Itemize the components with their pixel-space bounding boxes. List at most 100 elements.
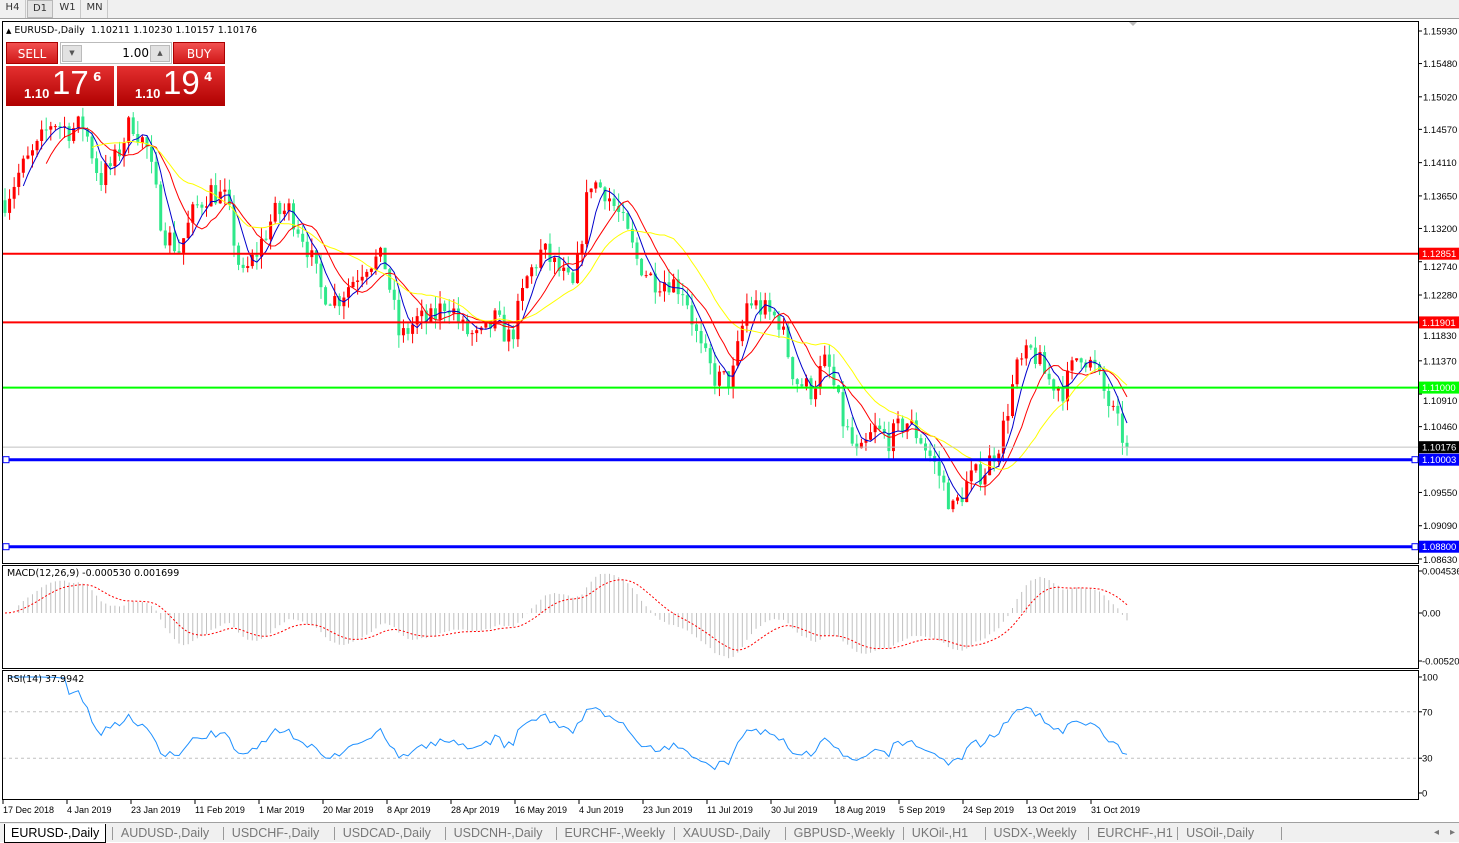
candle-body [3, 200, 7, 213]
candle-body [965, 481, 969, 503]
ma-slow-line [91, 140, 1128, 470]
scroll-right-icon[interactable]: ▸ [1450, 827, 1456, 838]
candle-body [250, 254, 254, 267]
candle [58, 122, 62, 139]
collapse-triangle-icon[interactable]: ▲ [6, 27, 12, 35]
level-handle [2, 543, 10, 551]
lot-size-input[interactable]: 1.00 [122, 46, 149, 60]
candle-body [1001, 420, 1005, 454]
candle-body [1033, 347, 1037, 365]
candle-body [218, 191, 222, 204]
candle-body [58, 126, 62, 128]
candle [30, 144, 34, 168]
chart-tab[interactable]: EURCHF-,Weekly [564, 826, 665, 840]
candle-body [379, 247, 383, 257]
chart-tab[interactable]: GBPUSD-,Weekly [793, 826, 895, 840]
chart-tab[interactable]: UKOil-,H1 [911, 826, 969, 840]
candle [406, 322, 410, 341]
candle-body [356, 280, 360, 282]
chart-tab[interactable]: USDCHF-,Daily [231, 826, 320, 840]
candle-body [67, 126, 71, 141]
candle [117, 141, 121, 161]
tab-separator [673, 827, 675, 840]
candle [287, 198, 291, 221]
candle-body [525, 276, 529, 288]
candle-body [314, 250, 318, 264]
chart-tab[interactable]: EURCHF-,H1 [1097, 826, 1173, 840]
candle-body [159, 184, 163, 231]
decrease-lot-icon[interactable]: ▼ [62, 45, 82, 62]
lot-size-stepper[interactable]: ▼ 1.00 ▲ [60, 42, 172, 64]
rsi-title: RSI(14) 37.9942 [7, 674, 85, 685]
candle-body [255, 254, 259, 257]
candle [795, 377, 799, 393]
timeframe-w1[interactable]: W1 [55, 0, 81, 18]
candle [172, 221, 176, 255]
candle-body [383, 247, 387, 270]
y-tick-label: 1.15020 [1423, 92, 1457, 103]
symbol-label: EURUSD-,Daily [14, 25, 85, 36]
candle-body [562, 267, 566, 271]
sell-button[interactable]: SELL [6, 42, 58, 64]
chart-tab[interactable]: XAUUSD-,Daily [682, 826, 771, 840]
candle-body [456, 308, 460, 322]
x-tick-label: 23 Jun 2019 [643, 805, 693, 815]
candle-body [832, 366, 836, 386]
chart-tab[interactable]: EURUSD-,Daily [4, 824, 107, 843]
candle-body [466, 319, 470, 335]
candle [145, 135, 149, 159]
increase-lot-icon[interactable]: ▲ [150, 45, 170, 62]
candle [237, 242, 241, 271]
candle-body [946, 482, 950, 510]
chart-tab[interactable]: USDCAD-,Daily [342, 826, 431, 840]
candle-body [956, 497, 960, 501]
scroll-left-icon[interactable]: ◂ [1434, 827, 1440, 838]
buy-price[interactable]: 1.10 19 4 [117, 64, 225, 106]
candle-body [104, 163, 108, 186]
candle-body [374, 256, 378, 269]
candle-body [1070, 360, 1074, 371]
candle [191, 201, 195, 236]
candle-body [800, 384, 804, 387]
candle-body [1111, 405, 1115, 407]
candle-body [905, 423, 909, 432]
candle [205, 196, 209, 217]
candle-body [617, 205, 621, 212]
level-handle [2, 456, 10, 464]
candle [736, 330, 740, 369]
candle-body [681, 294, 685, 296]
candle-body [612, 198, 616, 206]
chart-window[interactable]: 1.15930 1.15480 1.15020 1.14570 1.14110 1.136… [0, 19, 1459, 822]
timeframe-mn[interactable]: MN [82, 0, 108, 18]
candle-body [635, 242, 639, 259]
chart-tab[interactable]: USOil-,Daily [1186, 826, 1255, 840]
candle [589, 188, 593, 199]
candle-body [333, 296, 337, 306]
candle [855, 434, 859, 456]
x-tick-label: 11 Jul 2019 [707, 805, 753, 815]
chart-tab[interactable]: AUDUSD-,Daily [120, 826, 210, 840]
candle-body [1056, 387, 1060, 391]
candle-body [621, 211, 625, 214]
chart-tab[interactable]: USDCNH-,Daily [453, 826, 543, 840]
candle [186, 210, 190, 239]
candle [397, 288, 401, 348]
candle [681, 283, 685, 306]
tab-separator [984, 827, 986, 840]
candle-body [438, 303, 442, 320]
candle [223, 178, 227, 205]
buy-button[interactable]: BUY [173, 42, 225, 64]
candle-body [782, 326, 786, 330]
candle [1020, 352, 1024, 366]
sell-price[interactable]: 1.10 17 6 [6, 64, 114, 106]
candle-body [172, 232, 176, 252]
candle-body [882, 429, 886, 433]
timeframe-h4[interactable]: H4 [0, 0, 26, 18]
candle [95, 151, 99, 182]
candle [502, 306, 506, 342]
candle [159, 181, 163, 232]
timeframe-d1[interactable]: D1 [27, 0, 53, 18]
chart-tab[interactable]: USDX-,Weekly [993, 826, 1077, 840]
candle [782, 318, 786, 335]
x-tick-label: 5 Sep 2019 [899, 805, 945, 815]
